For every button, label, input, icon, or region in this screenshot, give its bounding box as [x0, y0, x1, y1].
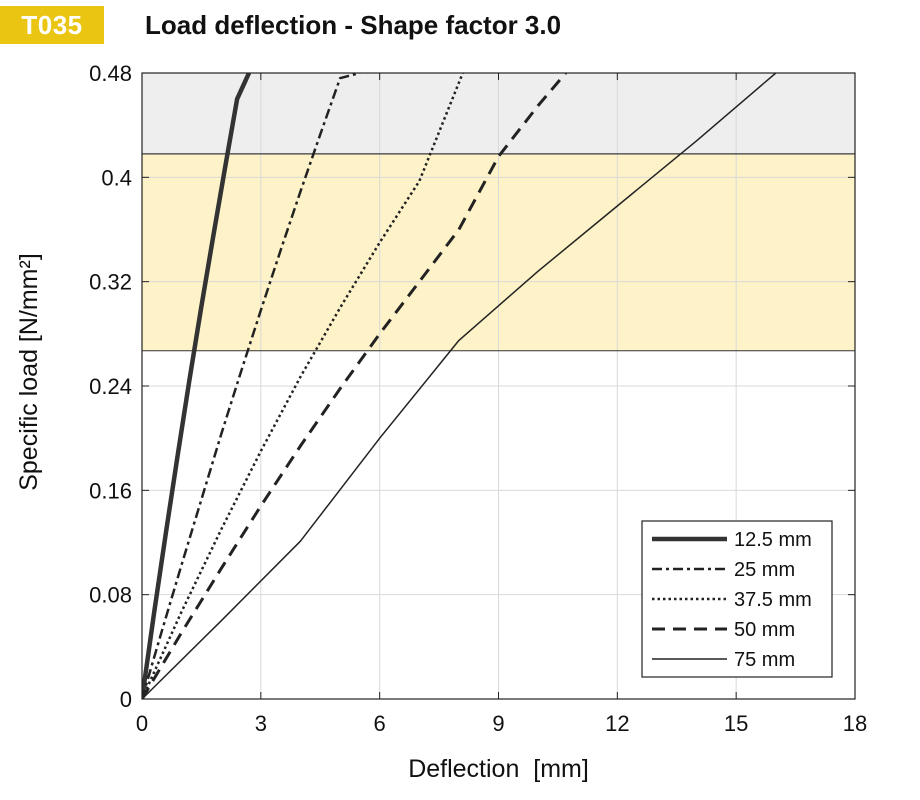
x-tick-label: 6: [374, 711, 386, 736]
series-line-50-mm: [142, 73, 567, 699]
legend-box: [641, 520, 833, 678]
legend-label: 50 mm: [734, 619, 795, 641]
legend-label: 75 mm: [734, 649, 795, 671]
series-group: [142, 73, 777, 699]
y-tick-label: 0.24: [89, 374, 132, 399]
legend-label: 25 mm: [734, 559, 795, 581]
series-line-37-5-mm: [142, 73, 464, 699]
series-line-75-mm: [142, 73, 777, 699]
y-tick-label: 0.32: [89, 270, 132, 295]
y-tick-label: 0.48: [89, 61, 132, 86]
chart-code-badge: T035: [0, 6, 104, 44]
y-tick-label: 0.16: [89, 478, 132, 503]
x-tick-label: 3: [255, 711, 267, 736]
x-tick-label: 18: [843, 711, 867, 736]
y-tick-label: 0.08: [89, 583, 132, 608]
y-axis-label: Specific load [N/mm²]: [15, 253, 43, 491]
x-tick-label: 9: [492, 711, 504, 736]
x-tick-label: 12: [605, 711, 629, 736]
x-tick-label: 15: [724, 711, 748, 736]
legend-label: 37.5 mm: [734, 589, 812, 611]
legend-label: 12.5 mm: [734, 529, 812, 551]
chart-title: Load deflection - Shape factor 3.0: [145, 10, 562, 40]
x-tick-label: 0: [136, 711, 148, 736]
x-axis-label: Deflection [mm]: [408, 755, 589, 783]
y-tick-label: 0.4: [101, 165, 132, 190]
y-tick-label: 0: [120, 687, 132, 712]
series-line-12-5-mm: [142, 73, 252, 699]
series-line-25-mm: [142, 73, 361, 699]
